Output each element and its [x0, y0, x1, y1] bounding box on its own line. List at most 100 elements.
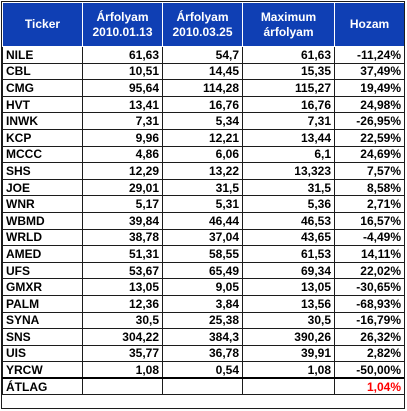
- cell-yield: 24,98%: [334, 95, 405, 114]
- cell-price-start: 38,78: [82, 228, 163, 247]
- cell-ticker: MCCC: [2, 145, 83, 164]
- cell-price-end: 5,31: [162, 195, 243, 213]
- table-row: INWK 7,31 5,34 7,31 -26,95%: [2, 112, 405, 130]
- table-row: SNS 304,22 384,3 390,26 26,32%: [2, 328, 405, 346]
- cell-max-price: 46,53: [242, 211, 335, 230]
- cell-price-start: 30,5: [82, 311, 163, 330]
- cell-price-end: 0,54: [162, 361, 243, 379]
- cell-max-price: 61,63: [242, 46, 335, 64]
- cell-yield: 37,49%: [334, 62, 405, 81]
- cell-yield: -68,93%: [334, 294, 405, 313]
- cell-ticker: GMXR: [2, 278, 83, 296]
- average-empty-start: [82, 377, 163, 396]
- header-ticker-label: Ticker: [24, 17, 61, 31]
- cell-max-price: 69,34: [242, 261, 335, 280]
- cell-price-start: 35,77: [82, 344, 163, 363]
- table-row: HVT 13,41 16,76 16,76 24,98%: [2, 95, 405, 114]
- table-row: UIS 35,77 36,78 39,91 2,82%: [2, 344, 405, 363]
- table-row: PALM 12,36 3,84 13,56 -68,93%: [2, 294, 405, 313]
- table-row: JOE 29,01 31,5 31,5 8,58%: [2, 178, 405, 197]
- cell-max-price: 43,65: [242, 228, 335, 247]
- cell-ticker: WRLD: [2, 228, 83, 247]
- header-price-end-line2: 2010.03.25: [172, 24, 233, 39]
- cell-price-end: 384,3: [162, 328, 243, 346]
- cell-ticker: SNS: [2, 328, 83, 346]
- cell-max-price: 7,31: [242, 112, 335, 130]
- cell-price-end: 13,22: [162, 162, 243, 180]
- cell-ticker: PALM: [2, 294, 83, 313]
- cell-price-end: 5,34: [162, 112, 243, 130]
- header-row: Ticker Árfolyam 2010.01.13 Árfolyam 2010…: [2, 2, 405, 47]
- cell-price-start: 4,86: [82, 145, 163, 164]
- table-row: KCP 9,96 12,21 13,44 22,59%: [2, 128, 405, 147]
- cell-max-price: 16,76: [242, 95, 335, 114]
- cell-max-price: 61,53: [242, 245, 335, 263]
- cell-max-price: 13,56: [242, 294, 335, 313]
- cell-yield: 26,32%: [334, 328, 405, 346]
- cell-yield: -26,95%: [334, 112, 405, 130]
- cell-price-end: 14,45: [162, 62, 243, 81]
- cell-yield: -4,49%: [334, 228, 405, 247]
- cell-ticker: CMG: [2, 79, 83, 97]
- cell-price-end: 16,76: [162, 95, 243, 114]
- table-row: MCCC 4,86 6,06 6,1 24,69%: [2, 145, 405, 164]
- average-label: ÁTLAG: [2, 377, 83, 396]
- cell-price-end: 58,55: [162, 245, 243, 263]
- cell-ticker: WBMD: [2, 211, 83, 230]
- cell-price-start: 1,08: [82, 361, 163, 379]
- cell-price-start: 13,41: [82, 95, 163, 114]
- cell-yield: 22,59%: [334, 128, 405, 147]
- cell-price-start: 304,22: [82, 328, 163, 346]
- cell-price-end: 6,06: [162, 145, 243, 164]
- cell-ticker: KCP: [2, 128, 83, 147]
- cell-yield: 2,71%: [334, 195, 405, 213]
- cell-ticker: AMED: [2, 245, 83, 263]
- cell-price-end: 12,21: [162, 128, 243, 147]
- cell-yield: 19,49%: [334, 79, 405, 97]
- cell-max-price: 39,91: [242, 344, 335, 363]
- header-max-line1: Maximum: [260, 9, 317, 24]
- table-row: SYNA 30,5 25,38 30,5 -16,79%: [2, 311, 405, 330]
- table-header: Ticker Árfolyam 2010.01.13 Árfolyam 2010…: [2, 2, 405, 47]
- cell-price-start: 10,51: [82, 62, 163, 81]
- cell-price-start: 95,64: [82, 79, 163, 97]
- cell-yield: -30,65%: [334, 278, 405, 296]
- cell-max-price: 6,1: [242, 145, 335, 164]
- cell-max-price: 390,26: [242, 328, 335, 346]
- cell-yield: -11,24%: [334, 46, 405, 64]
- average-yield-value: 1,04%: [334, 377, 405, 396]
- stock-yield-table: Ticker Árfolyam 2010.01.13 Árfolyam 2010…: [2, 2, 405, 396]
- header-price-start-line2: 2010.01.13: [92, 24, 153, 39]
- table-row: GMXR 13,05 9,05 13,05 -30,65%: [2, 278, 405, 296]
- header-ticker: Ticker: [2, 2, 83, 47]
- table-row: CBL 10,51 14,45 15,35 37,49%: [2, 62, 405, 81]
- header-price-start: Árfolyam 2010.01.13: [82, 2, 163, 47]
- cell-max-price: 30,5: [242, 311, 335, 330]
- cell-ticker: UIS: [2, 344, 83, 363]
- table-row: WBMD 39,84 46,44 46,53 16,57%: [2, 211, 405, 230]
- cell-yield: 16,57%: [334, 211, 405, 230]
- cell-max-price: 13,323: [242, 162, 335, 180]
- cell-ticker: HVT: [2, 95, 83, 114]
- cell-price-end: 37,04: [162, 228, 243, 247]
- average-empty-max: [242, 377, 335, 396]
- cell-price-start: 12,29: [82, 162, 163, 180]
- table-row: WRLD 38,78 37,04 43,65 -4,49%: [2, 228, 405, 247]
- cell-yield: 24,69%: [334, 145, 405, 164]
- header-yield: Hozam: [334, 2, 405, 47]
- cell-ticker: YRCW: [2, 361, 83, 379]
- cell-price-end: 9,05: [162, 278, 243, 296]
- cell-price-start: 13,05: [82, 278, 163, 296]
- header-max-line2: árfolyam: [263, 24, 314, 39]
- cell-price-start: 29,01: [82, 178, 163, 197]
- table-body: NILE 61,63 54,7 61,63 -11,24% CBL 10,51 14,45 15…: [2, 46, 405, 379]
- table-row: WNR 5,17 5,31 5,36 2,71%: [2, 195, 405, 213]
- cell-price-end: 25,38: [162, 311, 243, 330]
- cell-yield: -16,79%: [334, 311, 405, 330]
- cell-ticker: INWK: [2, 112, 83, 130]
- cell-max-price: 115,27: [242, 79, 335, 97]
- cell-yield: 2,82%: [334, 344, 405, 363]
- average-empty-end: [162, 377, 243, 396]
- cell-max-price: 1,08: [242, 361, 335, 379]
- cell-yield: 22,02%: [334, 261, 405, 280]
